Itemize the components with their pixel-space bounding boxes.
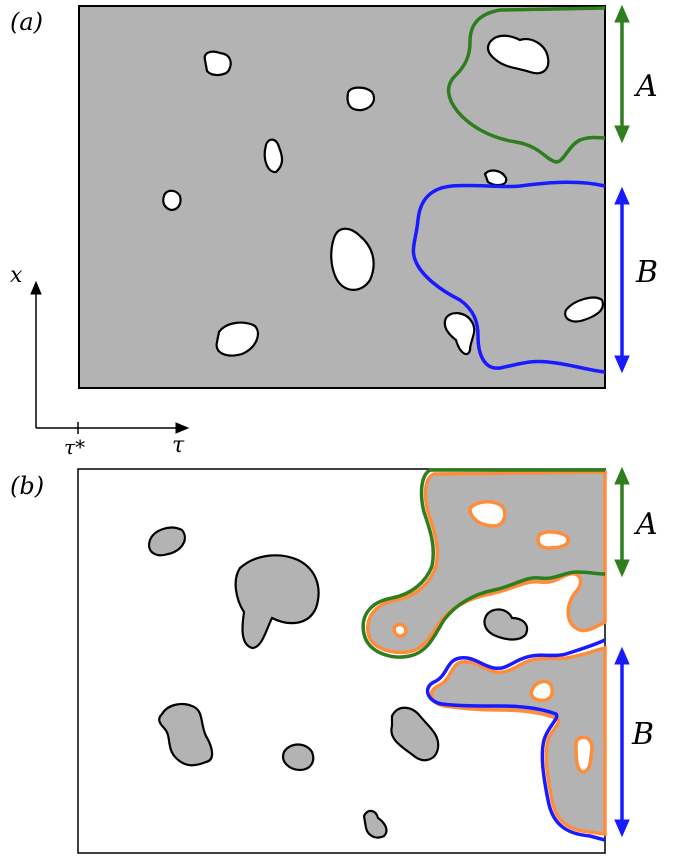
panel-a-arrow-b	[614, 186, 630, 374]
hole	[536, 530, 570, 550]
panel-b-arrow-a	[614, 466, 630, 578]
panel-b-holes	[392, 500, 594, 774]
panel-b-blobs	[148, 526, 529, 839]
hole	[162, 189, 182, 212]
panel-b-boundary-a	[361, 468, 606, 659]
y-axis-arrowhead	[30, 280, 42, 295]
blob	[148, 526, 186, 557]
hole	[346, 86, 376, 112]
panel-a-label: (a)	[10, 8, 43, 36]
hole	[263, 138, 284, 174]
panel-b-arrow-b	[614, 646, 630, 838]
hole	[468, 500, 507, 528]
panel-a-region-a-label: A	[633, 69, 658, 104]
x-axis-arrowhead	[175, 422, 190, 434]
hole	[203, 50, 232, 77]
panel-b-label: (b)	[10, 472, 44, 500]
blob	[234, 554, 320, 650]
hole	[483, 169, 508, 187]
axes	[30, 280, 190, 434]
blob	[483, 608, 529, 641]
panel-a: (a) A B	[10, 4, 658, 389]
y-axis-label: x	[10, 263, 23, 288]
hole	[443, 312, 476, 356]
panel-a-holes	[162, 34, 604, 357]
hole	[392, 622, 408, 638]
blob	[362, 809, 388, 839]
hole	[574, 735, 594, 774]
hole	[486, 34, 550, 75]
hole	[215, 321, 259, 357]
blob	[390, 706, 440, 762]
hole	[330, 227, 375, 291]
panel-a-boundary-a	[446, 6, 606, 164]
tick-label: τ*	[64, 435, 85, 459]
panel-a-region-b-label: B	[635, 255, 658, 290]
panel-b: (b) A B	[10, 466, 658, 854]
panel-b-region-a-label: A	[633, 507, 658, 542]
blob	[158, 703, 214, 767]
panel-b-boundary-b	[425, 638, 606, 842]
panel-b-region-b-label: B	[631, 717, 654, 752]
panel-a-arrow-a	[614, 4, 630, 144]
hole	[564, 296, 604, 323]
panel-a-boundary-b	[411, 180, 606, 374]
panel-b-grey-cluster-a	[366, 470, 607, 655]
blob	[282, 743, 315, 772]
hole	[529, 679, 555, 703]
x-axis-label: τ	[172, 433, 185, 458]
